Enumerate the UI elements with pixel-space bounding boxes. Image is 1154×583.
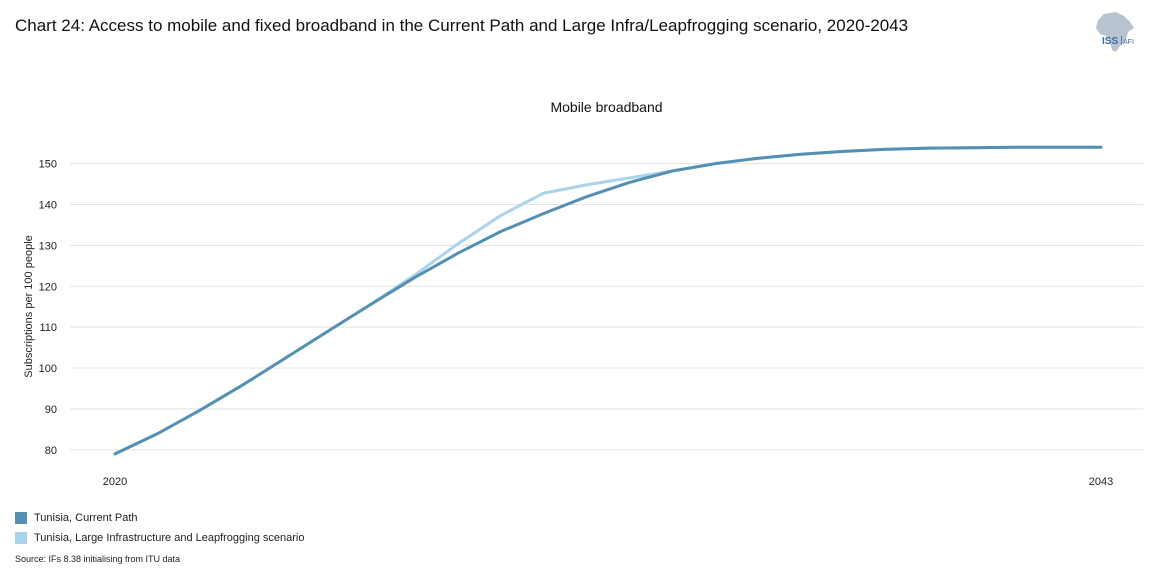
y-tick-label: 120 (39, 281, 57, 293)
y-axis-label: Subscriptions per 100 people (23, 235, 35, 377)
africa-map-icon: ISS AFI (1096, 12, 1134, 52)
legend-item-current-path: Tunisia, Current Path (15, 508, 304, 528)
y-tick-label: 100 (39, 363, 57, 375)
x-tick-label: 2043 (1089, 476, 1113, 488)
iss-afi-logo: ISS AFI (1090, 10, 1138, 54)
source-note: Source: IFs 8.38 initialising from ITU d… (15, 554, 181, 564)
legend-item-large-infra: Tunisia, Large Infrastructure and Leapfr… (15, 528, 304, 548)
x-tick-label: 2020 (103, 476, 127, 488)
legend-label: Tunisia, Large Infrastructure and Leapfr… (34, 532, 305, 544)
y-tick-label: 110 (39, 322, 57, 334)
page-title: Chart 24: Access to mobile and fixed bro… (15, 16, 909, 35)
legend-swatch-large-infra (15, 532, 27, 544)
legend-swatch-current-path (15, 512, 27, 524)
series-line-large-infra (113, 145, 1103, 456)
y-tick-label: 80 (45, 445, 57, 457)
y-tick-label: 90 (45, 404, 57, 416)
y-tick-label: 130 (39, 240, 57, 252)
series-line-current-path (113, 145, 1103, 456)
legend: Tunisia, Current Path Tunisia, Large Inf… (15, 508, 304, 548)
svg-text:AFI: AFI (1123, 39, 1134, 46)
y-tick-label: 140 (39, 200, 57, 212)
chart-title: Mobile broadband (550, 99, 662, 115)
legend-label: Tunisia, Current Path (34, 512, 138, 524)
svg-text:ISS: ISS (1102, 36, 1118, 47)
y-tick-label: 150 (39, 159, 57, 171)
